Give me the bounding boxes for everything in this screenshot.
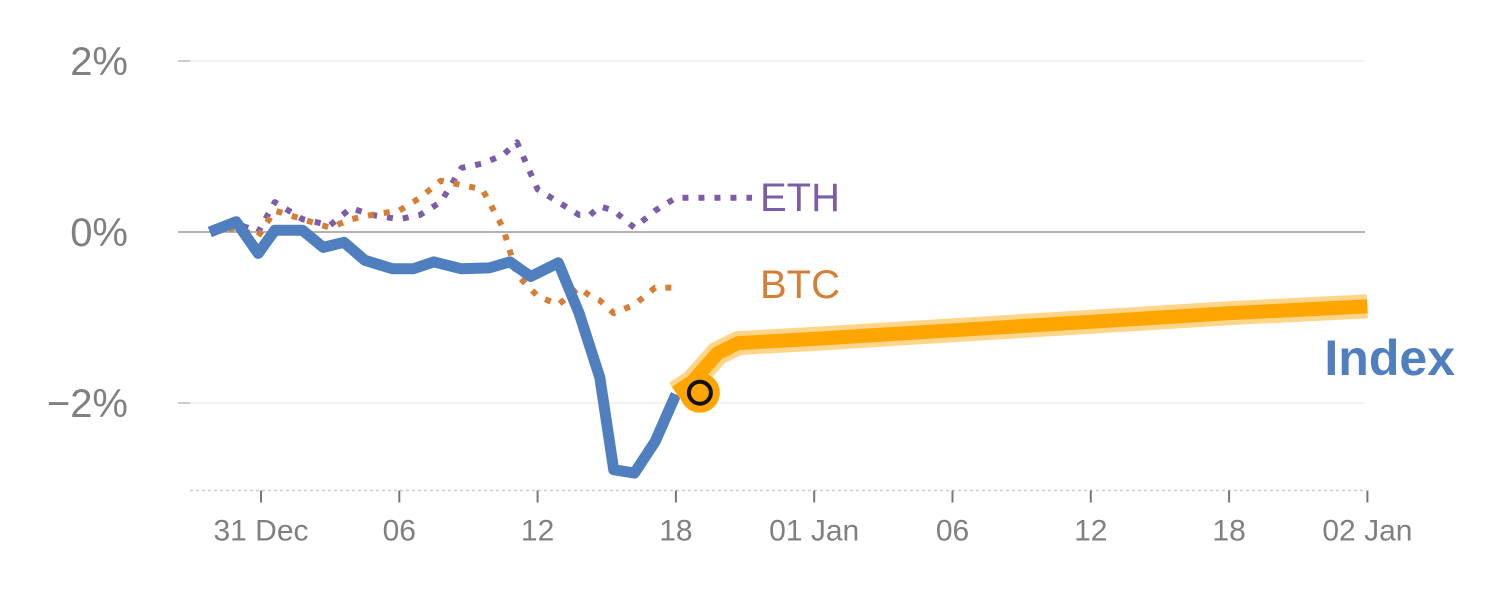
grid-lines bbox=[178, 60, 1365, 404]
x-tick-label: 31 Dec bbox=[213, 515, 308, 548]
y-axis: 2% 0% −2% bbox=[47, 40, 190, 426]
x-tick-label: 06 bbox=[383, 515, 416, 548]
series-label-index: Index bbox=[1324, 330, 1455, 386]
x-tick-label: 06 bbox=[936, 515, 969, 548]
series-line-eth bbox=[211, 139, 752, 235]
y-tick-label: 2% bbox=[70, 40, 128, 84]
series-line-index bbox=[207, 216, 681, 479]
series-line-btc bbox=[212, 177, 676, 317]
x-axis: 31 Dec 06 12 18 01 Jan 06 12 18 02 Jan bbox=[190, 489, 1412, 548]
series-labels: ETH BTC Index bbox=[760, 176, 1455, 386]
x-tick-label: 18 bbox=[659, 515, 692, 548]
x-tick-label: 01 Jan bbox=[769, 515, 859, 548]
series-label-btc: BTC bbox=[760, 263, 840, 307]
series-label-eth: ETH bbox=[760, 176, 840, 220]
x-tick-label: 12 bbox=[521, 515, 554, 548]
y-tick-label: 0% bbox=[70, 211, 128, 255]
current-point-marker bbox=[686, 379, 713, 406]
series-lines bbox=[207, 139, 1368, 479]
x-tick-label: 12 bbox=[1074, 515, 1107, 548]
x-tick-label: 18 bbox=[1212, 515, 1245, 548]
x-tick-label: 02 Jan bbox=[1322, 515, 1412, 548]
y-tick-label: −2% bbox=[47, 382, 128, 426]
highlight-line bbox=[672, 299, 1368, 399]
